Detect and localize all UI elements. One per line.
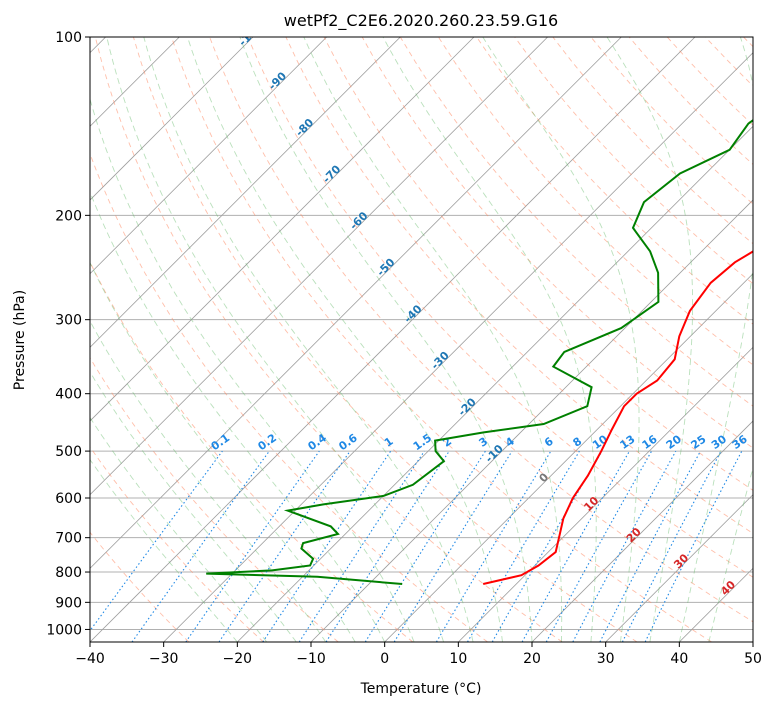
dry-adiabat-line <box>132 37 638 642</box>
mixing-ratio-line <box>545 450 653 642</box>
x-axis-label: Temperature (°C) <box>360 681 482 697</box>
y-tick-label: 100 <box>55 30 82 46</box>
moist-adiabat-line <box>708 465 753 642</box>
isotherm-line <box>384 273 753 642</box>
y-tick-label: 300 <box>55 313 82 329</box>
moist-adiabat-line <box>90 97 415 642</box>
isotherm-line <box>90 37 327 275</box>
dry-adiabat-line <box>90 356 339 642</box>
mixing-ratio-line <box>262 450 392 642</box>
isotherm-line <box>90 37 696 642</box>
moist-adiabat-line <box>382 37 597 642</box>
isotherm-line <box>90 37 548 496</box>
mixing-ratio-line <box>325 450 450 642</box>
y-axis-label: Pressure (hPa) <box>12 290 28 390</box>
x-tick-label: 40 <box>670 651 688 667</box>
plot-background <box>90 37 753 642</box>
mixing-ratio-line <box>393 450 513 642</box>
mixing-ratio-line <box>298 450 425 642</box>
dry-adiabat-line <box>361 37 753 449</box>
x-tick-label: −40 <box>75 651 105 667</box>
y-tick-label: 600 <box>55 491 82 507</box>
isotherm-line <box>752 641 753 642</box>
x-tick-label: 50 <box>744 651 762 667</box>
y-tick-label: 900 <box>55 595 82 611</box>
x-tick-label: 30 <box>597 651 615 667</box>
dry-adiabat-line <box>514 37 753 285</box>
dry-adiabat-line <box>209 37 753 623</box>
dry-adiabat-line <box>90 152 488 642</box>
dry-adiabat-line <box>247 37 753 578</box>
dry-adiabat-line <box>90 261 414 642</box>
dry-adiabat-line <box>90 531 190 642</box>
y-tick-label: 800 <box>55 565 82 581</box>
y-axis-ticks: 100 200 300 400 500 600 700 800 900 1000 <box>46 30 90 638</box>
dry-adiabat-line <box>94 37 563 642</box>
x-tick-label: 10 <box>449 651 467 667</box>
dewpoint-profile-line <box>206 119 753 585</box>
moist-adiabat-line <box>143 37 474 642</box>
x-axis-ticks: −40 −30 −20 −10 0 10 20 30 40 50 <box>75 642 762 667</box>
isotherm-line <box>163 52 753 642</box>
isotherm-line <box>237 125 753 642</box>
moist-adiabat-line <box>90 261 356 642</box>
mixing-ratio-line <box>185 450 320 642</box>
dry-adiabat-line <box>90 446 264 642</box>
chart-title: wetPf2_C2E6.2020.260.23.59.G16 <box>284 11 558 31</box>
mixing-ratio-line <box>90 450 223 632</box>
y-tick-label: 200 <box>55 208 82 224</box>
x-tick-label: −20 <box>223 651 253 667</box>
y-tick-label: 700 <box>55 531 82 547</box>
moist-adiabat-line <box>90 371 297 642</box>
moist-adiabat-line <box>678 37 753 642</box>
moist-adiabat-line <box>90 320 327 642</box>
dry-adiabat-line <box>399 37 753 407</box>
isotherm-line <box>90 37 254 201</box>
moist-adiabat-line <box>106 37 445 642</box>
moist-adiabat-line <box>90 416 268 642</box>
mixing-ratio-line <box>644 450 743 642</box>
x-tick-label: −30 <box>149 651 179 667</box>
x-tick-label: 20 <box>523 651 541 667</box>
mixing-ratio-line <box>572 450 677 642</box>
temperature-profile-line <box>482 250 753 585</box>
y-tick-label: 1000 <box>46 622 82 638</box>
isotherm-line <box>605 494 753 642</box>
y-tick-label: 400 <box>55 387 82 403</box>
y-tick-label: 500 <box>55 444 82 460</box>
isotherm-line <box>90 37 475 422</box>
moist-adiabat-line <box>482 37 640 642</box>
isotherm-line <box>90 37 401 348</box>
moist-adiabat-line <box>90 190 386 642</box>
isotherm-label: -100 <box>236 20 265 49</box>
mixing-ratio-line <box>218 450 351 642</box>
isotherm-line <box>90 37 622 569</box>
moist-adiabat-line <box>606 37 694 642</box>
isotherm-line <box>531 420 753 642</box>
x-tick-label: 0 <box>380 651 389 667</box>
mixing-ratio-line <box>131 450 270 642</box>
moist-adiabat-line <box>239 37 533 642</box>
x-tick-label: −10 <box>296 651 326 667</box>
plot-frame <box>89 36 754 643</box>
background-lines <box>90 37 753 642</box>
moist-adiabat-line <box>90 458 238 642</box>
mixing-ratio-line <box>521 450 630 642</box>
dry-adiabat-line <box>171 37 712 642</box>
moist-adiabat-line <box>303 37 563 642</box>
profile-series <box>206 119 753 585</box>
moist-adiabat-line <box>187 37 503 642</box>
